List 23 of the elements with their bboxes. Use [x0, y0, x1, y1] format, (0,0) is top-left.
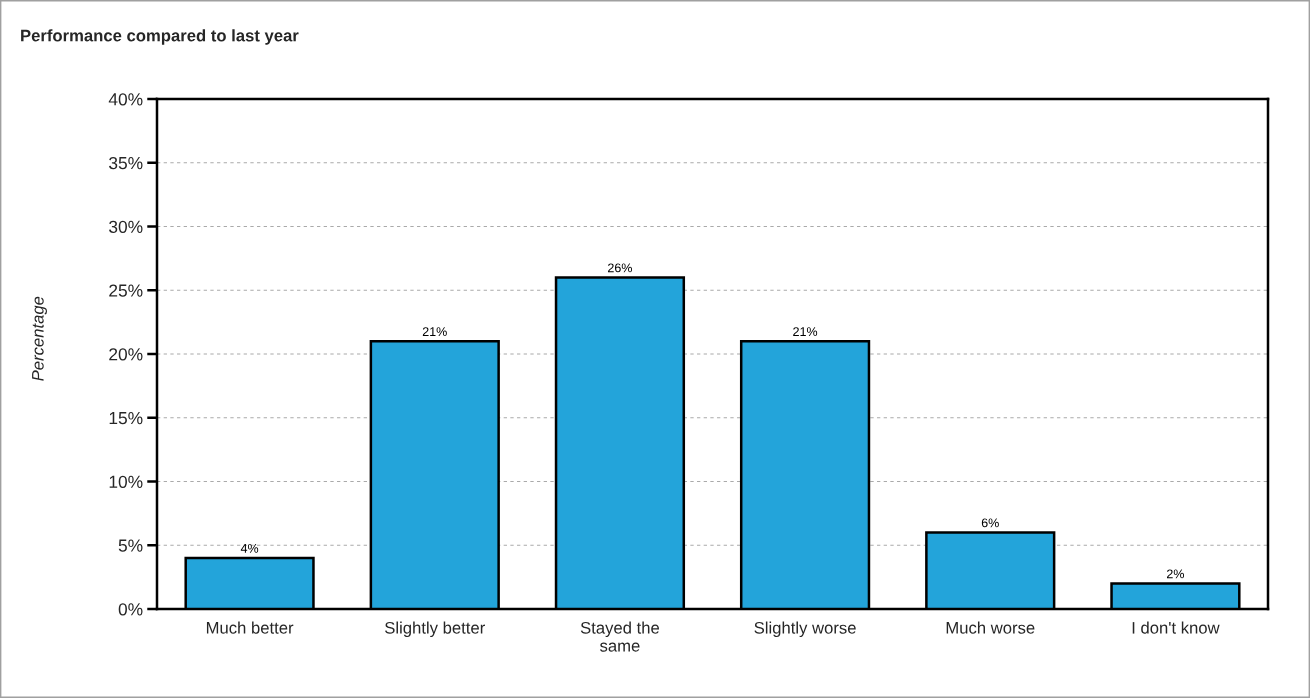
data-label: 21% — [793, 327, 818, 336]
x-tick-label: Much better — [206, 621, 294, 634]
y-tick-label: 20% — [109, 348, 143, 361]
y-tick-label: 0% — [118, 603, 143, 616]
y-tick-label: 15% — [109, 411, 143, 425]
y-tick-label: 30% — [109, 220, 143, 233]
data-label: 6% — [981, 518, 999, 528]
x-tick-label: I don't know — [1132, 621, 1220, 634]
y-tick-label: 40% — [108, 93, 143, 106]
y-tick-label: 10% — [109, 475, 143, 488]
data-label: 4% — [240, 543, 259, 553]
y-tick-label: 25% — [109, 284, 143, 297]
x-tick-label: Stayed the same — [580, 621, 660, 652]
data-label: 26% — [608, 263, 632, 273]
y-tick-label: 5% — [118, 539, 143, 552]
y-axis-title: Percentage — [32, 296, 47, 381]
chart-title: Performance compared to last year — [21, 29, 299, 45]
data-label: 2% — [1167, 569, 1185, 579]
x-tick-label: Much worse — [946, 621, 1035, 634]
data-label: 21% — [422, 327, 447, 336]
x-tick-label: Slightly worse — [754, 621, 856, 638]
y-tick-label: 35% — [109, 156, 143, 170]
x-tick-label: Slightly better — [385, 621, 485, 638]
